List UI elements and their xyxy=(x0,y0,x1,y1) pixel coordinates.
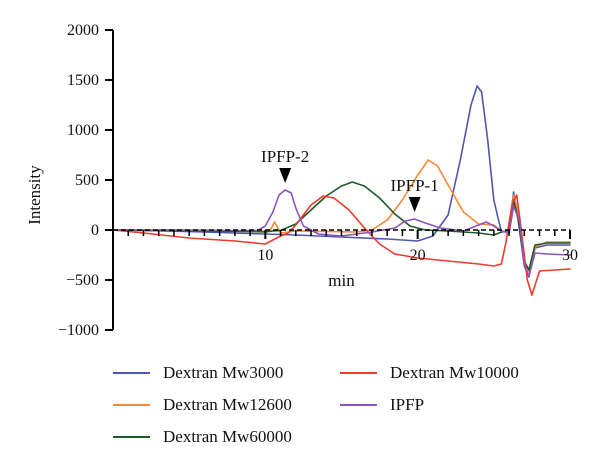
axes: −1000 −500 0 500 1000 1500 2000 10 20 30 min Intens… xyxy=(25,22,578,339)
annotation-arrow-1 xyxy=(279,168,292,183)
annotation-label-1: IPFP-2 xyxy=(261,147,309,166)
legend-label-1: Dextran Mw3000 xyxy=(163,363,283,382)
annotation-arrow-2 xyxy=(408,197,421,212)
y-tick-label: −1000 xyxy=(58,322,99,339)
y-tick-label: 1000 xyxy=(67,122,99,139)
y-axis-title: Intensity xyxy=(25,165,44,225)
series-line-3 xyxy=(112,181,571,271)
plot-area xyxy=(112,85,571,296)
x-tick-label: 20 xyxy=(410,247,426,264)
legend: Dextran Mw3000 Dextran Mw12600 Dextran Mw6… xyxy=(113,363,519,446)
series-line-5 xyxy=(112,189,571,277)
legend-label-2: Dextran Mw12600 xyxy=(163,395,292,414)
x-axis-title: min xyxy=(328,271,355,290)
y-tick-label: 500 xyxy=(75,172,99,189)
series-line-2 xyxy=(112,159,571,273)
legend-label-4: Dextran Mw10000 xyxy=(390,363,519,382)
series-line-4 xyxy=(112,194,571,296)
y-tick-label: 1500 xyxy=(67,72,99,89)
series-line-1 xyxy=(112,85,571,278)
annotations: IPFP-2 IPFP-1 xyxy=(261,147,439,212)
y-tick-label: 2000 xyxy=(67,22,99,39)
legend-label-3: Dextran Mw60000 xyxy=(163,427,292,446)
annotation-label-2: IPFP-1 xyxy=(391,176,439,195)
x-tick-label: 10 xyxy=(257,247,273,264)
y-tick-label: −500 xyxy=(66,272,99,289)
legend-label-5: IPFP xyxy=(390,395,424,414)
y-tick-label: 0 xyxy=(91,222,99,239)
x-tick-label: 30 xyxy=(562,247,578,264)
